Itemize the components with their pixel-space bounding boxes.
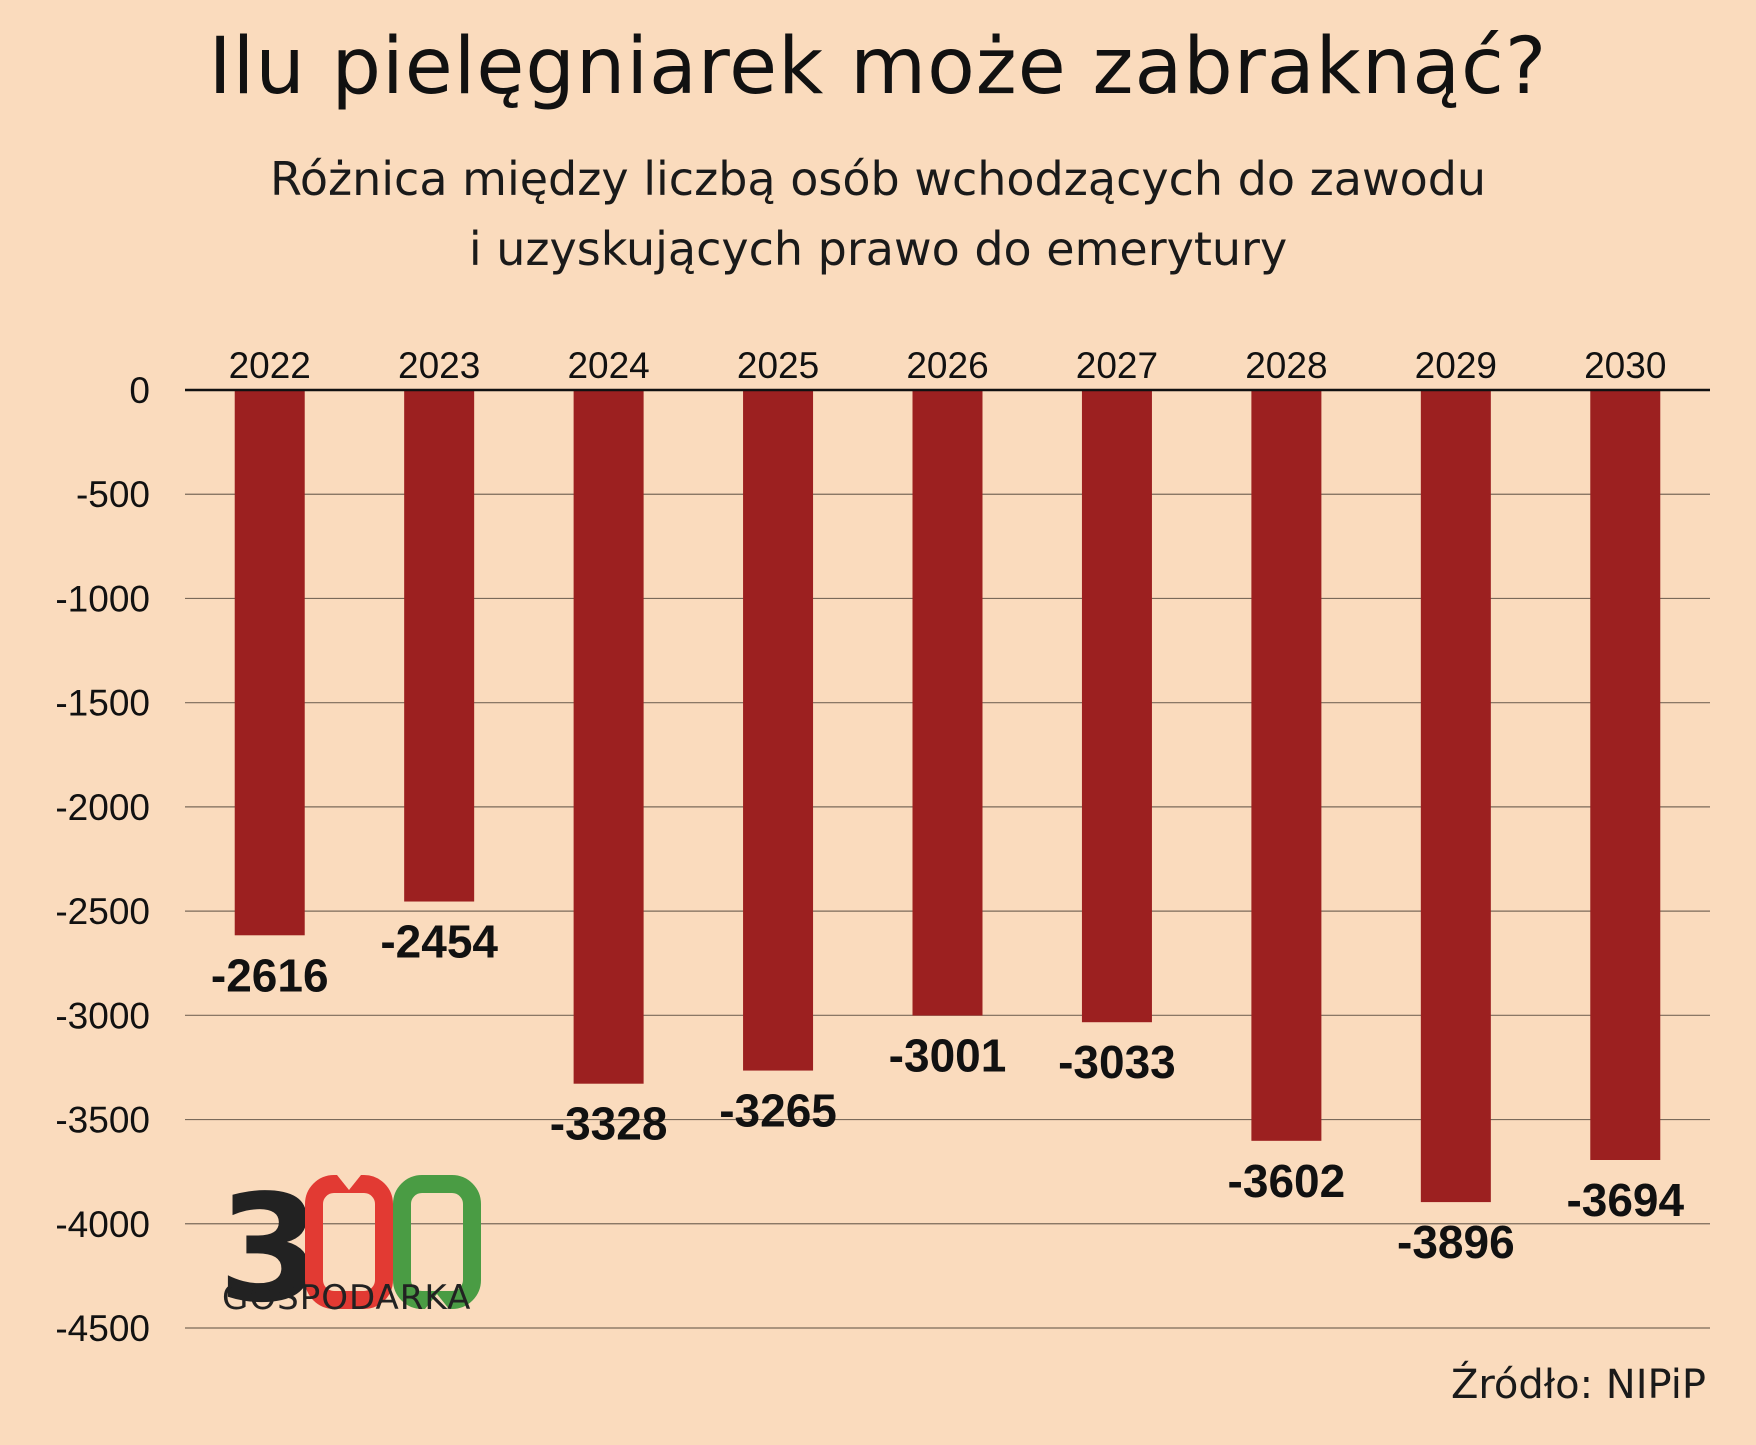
y-tick-label: -500 bbox=[76, 474, 150, 515]
x-category-label: 2029 bbox=[1415, 345, 1497, 386]
bar-value-label: -2454 bbox=[380, 916, 498, 968]
bar-value-label: -3328 bbox=[550, 1098, 668, 1150]
y-tick-label: -1000 bbox=[55, 578, 150, 619]
y-tick-label: -2500 bbox=[55, 891, 150, 932]
bar bbox=[1590, 390, 1661, 1160]
y-tick-label: -2000 bbox=[55, 787, 150, 828]
bar-value-label: -3602 bbox=[1228, 1155, 1346, 1207]
y-tick-label: -1500 bbox=[55, 683, 150, 724]
x-category-label: 2025 bbox=[737, 345, 819, 386]
bar bbox=[404, 390, 475, 902]
bar-value-label: -3265 bbox=[719, 1085, 837, 1137]
value-labels: -2616 -2454 -3328 -3265 -3001 -3033 -3602 -3896… bbox=[211, 916, 1685, 1269]
bar-value-label: -2616 bbox=[211, 949, 329, 1001]
logo-digit-3: 3 bbox=[222, 1172, 321, 1312]
bar bbox=[912, 390, 983, 1016]
y-axis-ticks: 0 -500 -1000 -1500 -2000 -2500 -3000 -3500 -4000… bbox=[55, 370, 150, 1349]
y-tick-label: -3500 bbox=[55, 1100, 150, 1141]
bar bbox=[234, 390, 305, 936]
logo-text: GOSPODARKA bbox=[222, 1278, 472, 1318]
logo-300-icon: 3 bbox=[222, 1172, 481, 1312]
x-axis-categories: 2022 2023 2024 2025 2026 2027 2028 2029 2030 bbox=[229, 345, 1667, 386]
x-category-label: 2022 bbox=[229, 345, 311, 386]
bar bbox=[1251, 390, 1322, 1141]
logo-red-zero-notch bbox=[337, 1175, 361, 1190]
logo-green-zero-notch bbox=[425, 1294, 449, 1309]
bar-value-label: -3033 bbox=[1058, 1036, 1176, 1088]
source-note: Źródło: NIPiP bbox=[1450, 1362, 1706, 1408]
chart-subtitle-line-1: Różnica między liczbą osób wchodzących d… bbox=[269, 152, 1487, 206]
y-tick-label: -3000 bbox=[55, 995, 150, 1036]
x-category-label: 2030 bbox=[1584, 345, 1666, 386]
x-category-label: 2026 bbox=[906, 345, 988, 386]
y-tick-label: 0 bbox=[129, 370, 150, 411]
bar-value-label: -3001 bbox=[889, 1030, 1007, 1082]
y-tick-label: -4000 bbox=[55, 1204, 150, 1245]
bars bbox=[234, 390, 1661, 1203]
x-category-label: 2023 bbox=[398, 345, 480, 386]
x-category-label: 2028 bbox=[1245, 345, 1327, 386]
bar bbox=[573, 390, 644, 1084]
bar-value-label: -3896 bbox=[1397, 1216, 1515, 1268]
chart-subtitle-line-2: i uzyskujących prawo do emerytury bbox=[468, 222, 1288, 276]
bar bbox=[1081, 390, 1152, 1023]
bar bbox=[743, 390, 814, 1071]
y-tick-label: -4500 bbox=[55, 1308, 150, 1349]
x-category-label: 2024 bbox=[567, 345, 649, 386]
x-category-label: 2027 bbox=[1076, 345, 1158, 386]
bar bbox=[1420, 390, 1491, 1203]
chart-title: Ilu pielęgniarek może zabraknąć? bbox=[208, 22, 1548, 112]
bar-value-label: -3694 bbox=[1566, 1174, 1684, 1226]
